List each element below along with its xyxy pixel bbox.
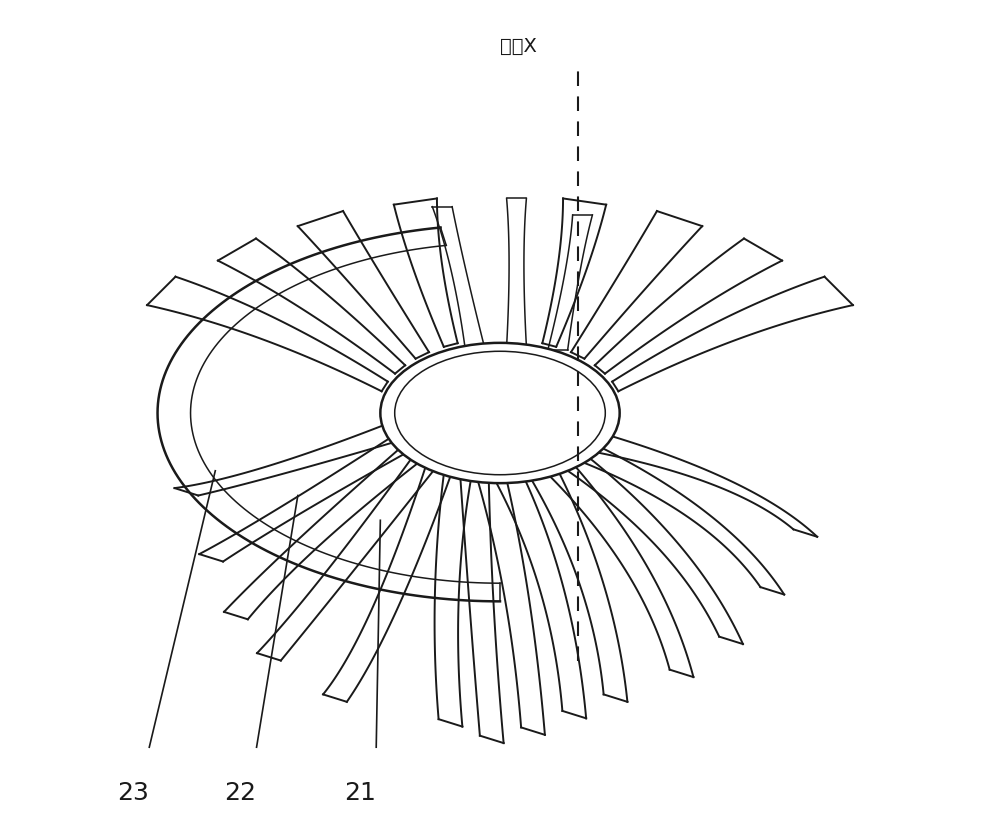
Polygon shape [432,208,485,351]
Polygon shape [565,456,743,644]
Polygon shape [257,456,435,661]
Polygon shape [175,423,400,496]
Polygon shape [323,465,451,702]
Polygon shape [147,277,388,392]
Text: 22: 22 [224,781,256,804]
Polygon shape [298,212,429,359]
Polygon shape [494,476,586,719]
Polygon shape [571,212,702,359]
Polygon shape [591,434,817,537]
Polygon shape [549,465,693,677]
Polygon shape [532,472,627,702]
Polygon shape [218,239,405,374]
Polygon shape [548,216,592,351]
Polygon shape [477,476,545,735]
Polygon shape [542,199,606,347]
Text: 23: 23 [117,781,149,804]
Text: 21: 21 [344,781,376,804]
Polygon shape [224,446,421,619]
Polygon shape [507,199,526,347]
Polygon shape [460,473,504,743]
Polygon shape [394,199,458,347]
Text: 轴线X: 轴线X [500,37,537,56]
Polygon shape [199,434,409,562]
Polygon shape [435,468,472,727]
Polygon shape [595,239,782,374]
Ellipse shape [380,343,620,484]
Polygon shape [612,277,853,392]
Polygon shape [579,446,784,595]
